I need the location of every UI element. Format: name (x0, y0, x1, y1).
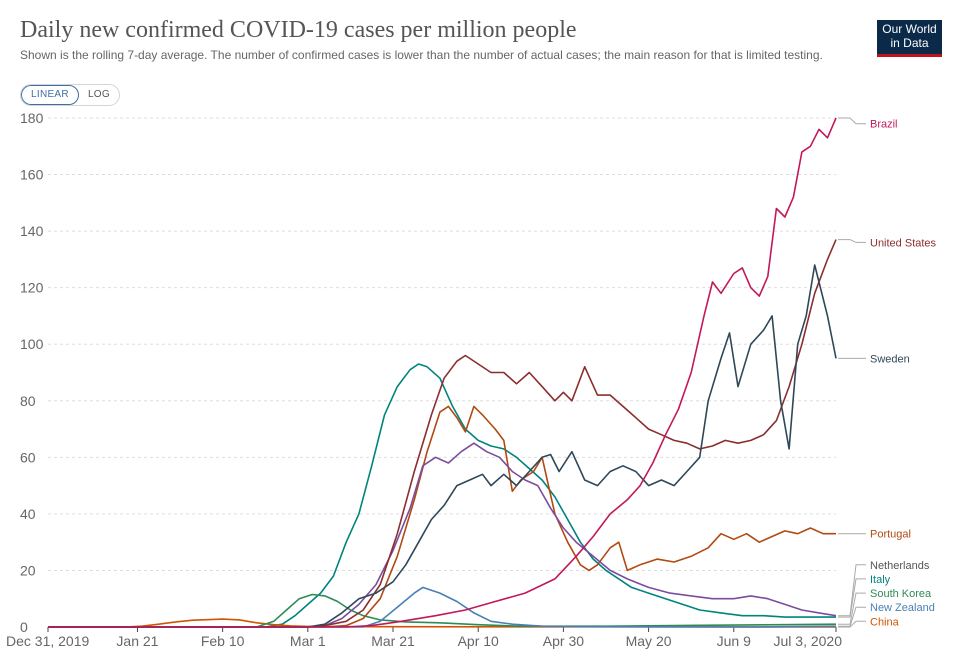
y-tick-label: 140 (20, 223, 44, 239)
x-tick-label: Feb 10 (201, 633, 245, 649)
series-label-italy[interactable]: Italy (870, 574, 891, 586)
series-label-portugal[interactable]: Portugal (870, 529, 911, 541)
label-connector (838, 564, 866, 617)
x-tick-label: Jul 3, 2020 (774, 633, 843, 649)
y-tick-label: 80 (20, 393, 36, 409)
series-lines (48, 117, 837, 628)
x-tick-label: Apr 30 (543, 633, 584, 649)
label-connector (838, 592, 866, 625)
series-label-brazil[interactable]: Brazil (870, 119, 898, 131)
label-connector (838, 117, 866, 125)
y-tick-label: 160 (20, 167, 44, 183)
series-label-south-korea[interactable]: South Korea (870, 588, 932, 600)
x-axis-ticks: Dec 31, 2019 Jan 21 Feb 10 Mar 1 Mar 21 Apr 1… (6, 627, 842, 649)
x-tick-label: Jan 21 (116, 633, 158, 649)
series-line-new-zealand[interactable] (48, 586, 837, 628)
x-tick-label: Jun 9 (717, 633, 751, 649)
series-line-united-states[interactable] (48, 239, 837, 628)
logo-line-1: Our World (882, 22, 937, 36)
series-label-united-states[interactable]: United States (870, 237, 937, 249)
series-end-labels: Brazil United States Sweden Portugal Netherl… (838, 117, 937, 628)
grid-lines (48, 117, 836, 628)
y-tick-label: 120 (20, 280, 44, 296)
series-label-new-zealand[interactable]: New Zealand (870, 602, 935, 614)
owid-logo[interactable]: Our World in Data (877, 20, 942, 57)
y-tick-label: 60 (20, 449, 36, 465)
x-tick-label: Dec 31, 2019 (6, 633, 89, 649)
logo-line-2: in Data (890, 36, 929, 50)
scale-toggle: LINEAR LOG (20, 84, 120, 106)
series-label-sweden[interactable]: Sweden (870, 353, 910, 365)
series-line-portugal[interactable] (48, 405, 836, 628)
label-connector (838, 578, 866, 618)
chart-subtitle: Shown is the rolling 7-day average. The … (20, 48, 823, 62)
series-line-sweden[interactable] (48, 264, 837, 628)
y-tick-label: 180 (20, 110, 44, 126)
y-tick-label: 40 (20, 506, 36, 522)
series-line-italy[interactable] (48, 363, 836, 628)
x-tick-label: May 20 (626, 633, 672, 649)
series-line-netherlands[interactable] (48, 442, 837, 628)
label-connector (838, 239, 866, 243)
series-line-brazil[interactable] (48, 117, 837, 628)
label-connector (838, 606, 866, 627)
x-tick-label: Mar 1 (290, 633, 326, 649)
log-scale-button[interactable]: LOG (87, 89, 110, 100)
y-tick-label: 20 (20, 562, 36, 578)
series-label-china[interactable]: China (870, 616, 900, 628)
x-tick-label: Mar 21 (371, 633, 415, 649)
x-tick-label: Apr 10 (458, 633, 499, 649)
series-label-netherlands[interactable]: Netherlands (870, 560, 930, 572)
chart-title: Daily new confirmed COVID-19 cases per m… (20, 17, 577, 43)
label-connector (838, 620, 866, 628)
y-tick-label: 100 (20, 336, 44, 352)
y-tick-label: 0 (20, 619, 28, 635)
linear-scale-button[interactable]: LINEAR (21, 85, 79, 105)
y-axis-ticks: 0 20 40 60 80 100 120 140 160 180 (20, 110, 44, 635)
